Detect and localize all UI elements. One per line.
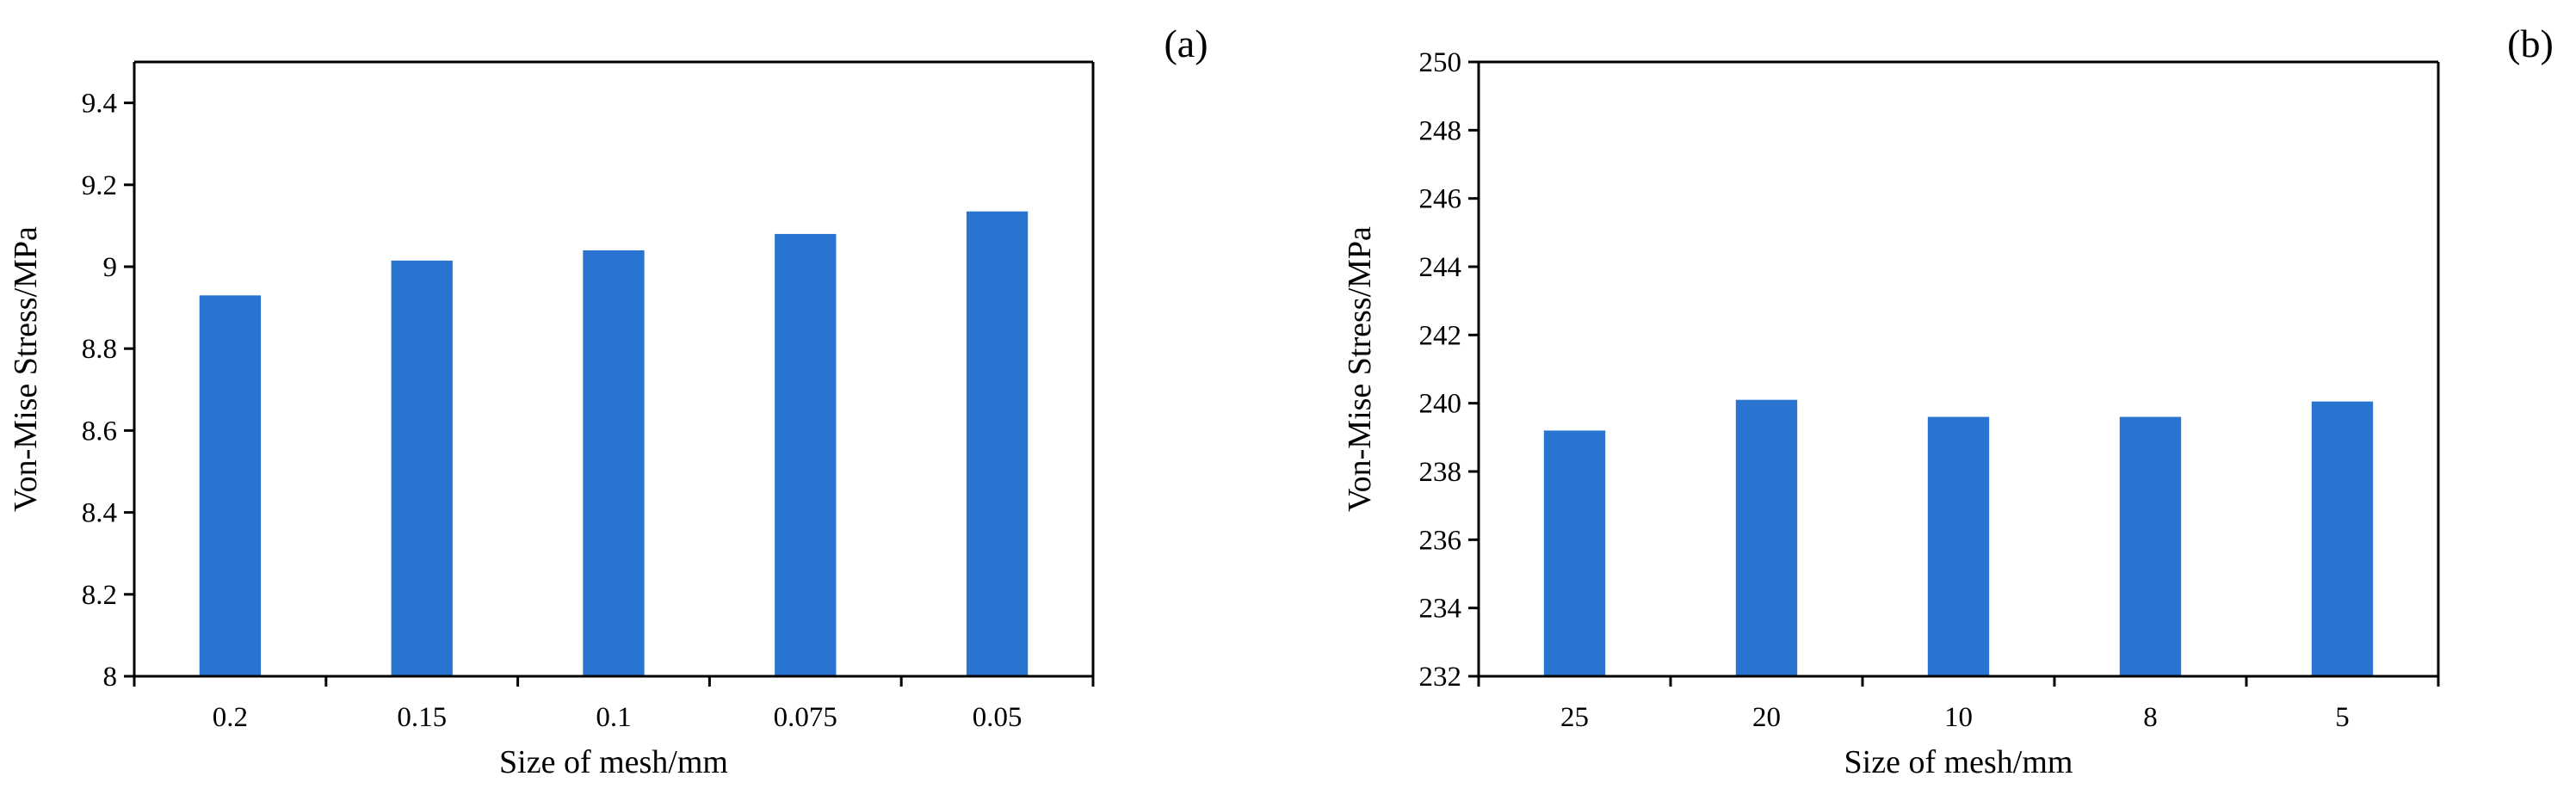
x-tick-label: 10 <box>1944 702 1973 733</box>
y-tick-label: 8.6 <box>82 416 117 447</box>
y-tick-label: 9 <box>103 252 118 283</box>
bar <box>1543 430 1606 676</box>
y-tick-label: 250 <box>1419 47 1462 78</box>
y-tick-label: 236 <box>1419 525 1462 556</box>
panel-label: (a) <box>1164 22 1208 65</box>
bar <box>199 295 262 676</box>
x-tick-label: 0.05 <box>973 702 1022 733</box>
y-tick-label: 238 <box>1419 457 1462 488</box>
bar <box>1735 399 1798 676</box>
y-tick-label: 246 <box>1419 184 1462 215</box>
y-tick-label: 8.8 <box>82 334 117 365</box>
x-tick-label: 0.15 <box>397 702 447 733</box>
panel-label: (b) <box>2507 22 2554 65</box>
y-axis-title: Von-Mise Stress/MPa <box>8 226 44 512</box>
chart-panel-b: 232 234 236 238 240 242 244 246 248 250 25 20 10 8 5 Si… <box>1342 22 2554 780</box>
bar <box>966 211 1029 677</box>
x-tick-label: 0.1 <box>596 702 631 733</box>
y-tick-label: 234 <box>1419 594 1462 625</box>
y-axis-title: Von-Mise Stress/MPa <box>1342 226 1378 512</box>
y-tick-label: 9.4 <box>82 89 117 120</box>
bar <box>583 250 645 676</box>
y-tick-label: 8.2 <box>82 580 117 611</box>
bar <box>1927 416 1990 676</box>
chart-panel-a: 8 8.2 8.4 8.6 8.8 9 9.2 9.4 0.2 0.15 0.1 0.075 0.05 S… <box>8 22 1208 780</box>
bar <box>775 233 837 676</box>
bar <box>391 260 453 676</box>
x-tick-label: 0.2 <box>213 702 248 733</box>
y-tick-label: 8.4 <box>82 498 117 529</box>
y-tick-label: 9.2 <box>82 170 117 201</box>
x-tick-label: 0.075 <box>774 702 837 733</box>
x-axis-title: Size of mesh/mm <box>499 744 728 780</box>
x-tick-label: 25 <box>1560 702 1589 733</box>
y-tick-label: 244 <box>1419 252 1462 283</box>
y-tick-label: 248 <box>1419 115 1462 146</box>
y-tick-label: 232 <box>1419 662 1462 693</box>
x-tick-label: 20 <box>1752 702 1781 733</box>
x-tick-label: 5 <box>2335 702 2350 733</box>
x-axis-title: Size of mesh/mm <box>1844 744 2073 780</box>
y-tick-label: 8 <box>103 662 118 693</box>
y-tick-label: 240 <box>1419 389 1462 420</box>
x-tick-label: 8 <box>2143 702 2158 733</box>
bar <box>2119 416 2182 676</box>
y-tick-label: 242 <box>1419 320 1462 351</box>
bar <box>2311 401 2374 676</box>
